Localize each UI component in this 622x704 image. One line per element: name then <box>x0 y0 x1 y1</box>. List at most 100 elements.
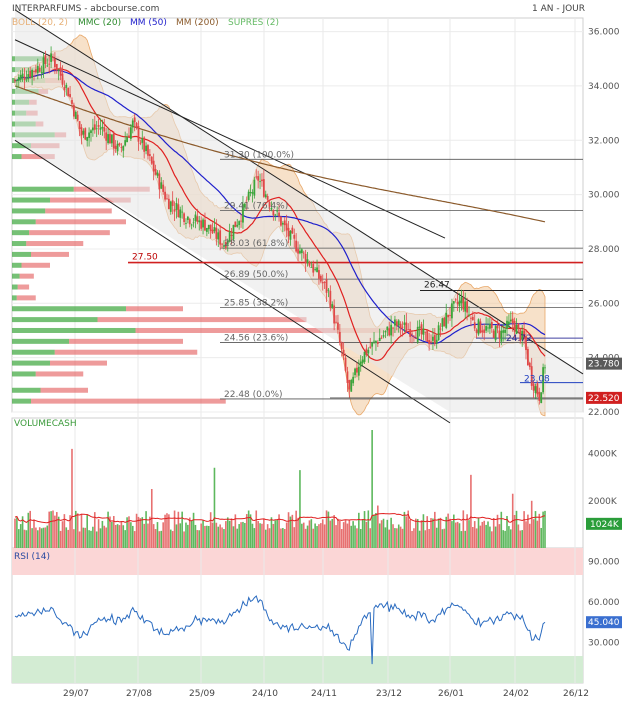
volume-bar <box>52 510 54 548</box>
volume-bar <box>491 531 493 548</box>
volume-bar <box>447 513 449 548</box>
candle-body <box>337 322 339 330</box>
volume-bar <box>219 524 221 548</box>
profile-bar-up <box>12 251 31 257</box>
candle-body <box>74 111 77 119</box>
candle-body <box>458 300 461 307</box>
price-tick-label: 36.000 <box>588 28 620 38</box>
volume-bar <box>435 527 438 548</box>
candle-body <box>295 240 298 252</box>
volume-bar <box>251 523 254 548</box>
candle-body <box>135 122 138 128</box>
volume-bar <box>363 511 366 548</box>
candle-body <box>321 282 324 284</box>
support-price-badge <box>586 391 622 404</box>
volume-bar <box>285 522 288 548</box>
volume-bar <box>31 528 33 548</box>
volume-bar <box>542 511 544 548</box>
candle-body <box>251 192 254 194</box>
volume-bar <box>320 523 322 548</box>
volume-bar <box>453 514 455 548</box>
volume-bar <box>301 523 303 548</box>
volume-bar <box>270 517 273 548</box>
volume-bar <box>525 521 527 548</box>
volume-bar <box>61 521 64 548</box>
volume-bar <box>169 529 172 548</box>
candle-body <box>46 65 49 67</box>
volume-bar <box>59 530 62 548</box>
candle-body <box>293 234 296 239</box>
legend-item-0: BOLL (20, 2) <box>12 18 68 28</box>
candle-body <box>521 330 524 340</box>
candle-body <box>373 340 375 342</box>
candle-body <box>401 326 404 328</box>
x-tick-label: 23/12 <box>376 689 402 699</box>
volume-bar <box>390 517 392 548</box>
mm20-line <box>14 68 546 361</box>
candle-body <box>363 351 366 363</box>
volume-bar <box>55 512 58 548</box>
fib-level-label: 29.41 (76.4%) <box>224 202 288 212</box>
candle-body <box>487 327 489 329</box>
candle-body <box>131 120 134 128</box>
price-tick-label: 32.000 <box>588 136 620 146</box>
volume-bar <box>16 517 18 548</box>
profile-bar-down <box>16 295 36 301</box>
candle-body <box>418 326 421 328</box>
volume-bar <box>378 523 381 548</box>
candle-body <box>274 214 277 216</box>
candle-body <box>534 386 537 394</box>
volume-bar <box>282 528 284 548</box>
candle-body <box>428 340 431 345</box>
volume-bar <box>152 524 155 548</box>
profile-bar-up <box>12 230 30 236</box>
candle-body <box>306 259 309 264</box>
candle-body <box>110 134 113 144</box>
volume-bar <box>456 521 459 548</box>
volume-bar <box>359 528 362 548</box>
volume-bar <box>247 510 250 548</box>
volume-bar <box>295 510 297 548</box>
volume-bar <box>202 520 204 548</box>
candle-body <box>59 67 62 76</box>
volume-bar <box>162 522 164 548</box>
volume-bar <box>139 518 142 548</box>
volume-bar <box>443 528 446 548</box>
volume-bar <box>14 518 16 548</box>
profile-bar-down <box>31 398 226 404</box>
candle-body <box>31 70 33 78</box>
rsi-last-badge <box>586 616 622 629</box>
panel-backgrounds <box>11 17 584 684</box>
candle-body <box>139 142 142 144</box>
candle-body <box>183 213 185 222</box>
price-levels <box>128 158 583 400</box>
candle-body <box>527 349 529 366</box>
candle-body <box>451 303 453 319</box>
candle-body <box>236 224 239 227</box>
candle-body <box>413 336 415 338</box>
volume-bar <box>126 517 128 548</box>
volume-bar <box>230 518 233 548</box>
candle-body <box>167 198 170 210</box>
candle-body <box>356 367 358 373</box>
candle-body <box>411 333 413 335</box>
candle-body <box>234 221 237 228</box>
volume-bar <box>489 526 491 548</box>
candle-body <box>223 245 225 247</box>
candle-body <box>504 329 507 333</box>
volume-bar <box>529 523 531 548</box>
candle-body <box>48 63 51 65</box>
volume-bar <box>289 516 292 548</box>
volume-bar <box>337 518 339 548</box>
volume-bar <box>445 516 448 548</box>
candle-body <box>42 57 45 74</box>
candle-body <box>390 324 393 336</box>
legend-item-3: MM (200) <box>176 18 219 28</box>
fib-level-label: 28.03 (61.8%) <box>224 239 288 249</box>
volume-bar <box>422 514 425 548</box>
candle-body <box>470 317 472 319</box>
volume-bar <box>266 524 269 548</box>
profile-bar-down <box>29 230 110 236</box>
candle-body <box>466 301 469 313</box>
